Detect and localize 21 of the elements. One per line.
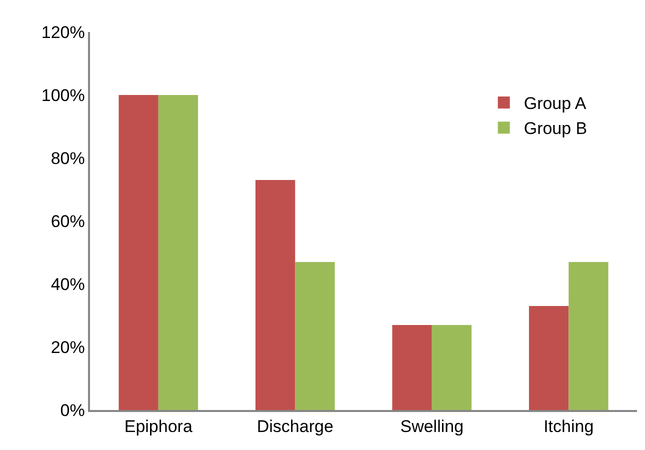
x-tick-label: Discharge (256, 417, 334, 436)
x-tick-label: Itching (544, 417, 594, 436)
y-tick-label: 80% (50, 148, 85, 168)
bar (568, 262, 608, 410)
bar (392, 324, 432, 410)
x-tick-label: Swelling (400, 417, 464, 436)
bar (432, 324, 472, 410)
bar (118, 95, 158, 410)
x-tick-label: Epiphora (124, 417, 193, 436)
y-tick-label: 20% (50, 338, 85, 357)
bar (295, 262, 335, 410)
bar (158, 95, 198, 410)
legend-label: Group A (524, 94, 587, 114)
y-tick-label: 40% (50, 274, 85, 294)
y-tick-label: 100% (41, 86, 85, 105)
bar (528, 306, 569, 410)
legend-label: Group B (524, 119, 588, 138)
y-tick-label: 120% (41, 22, 85, 42)
y-tick-label: 60% (50, 212, 85, 231)
bar (255, 180, 296, 410)
y-tick-label: 0% (60, 400, 85, 420)
